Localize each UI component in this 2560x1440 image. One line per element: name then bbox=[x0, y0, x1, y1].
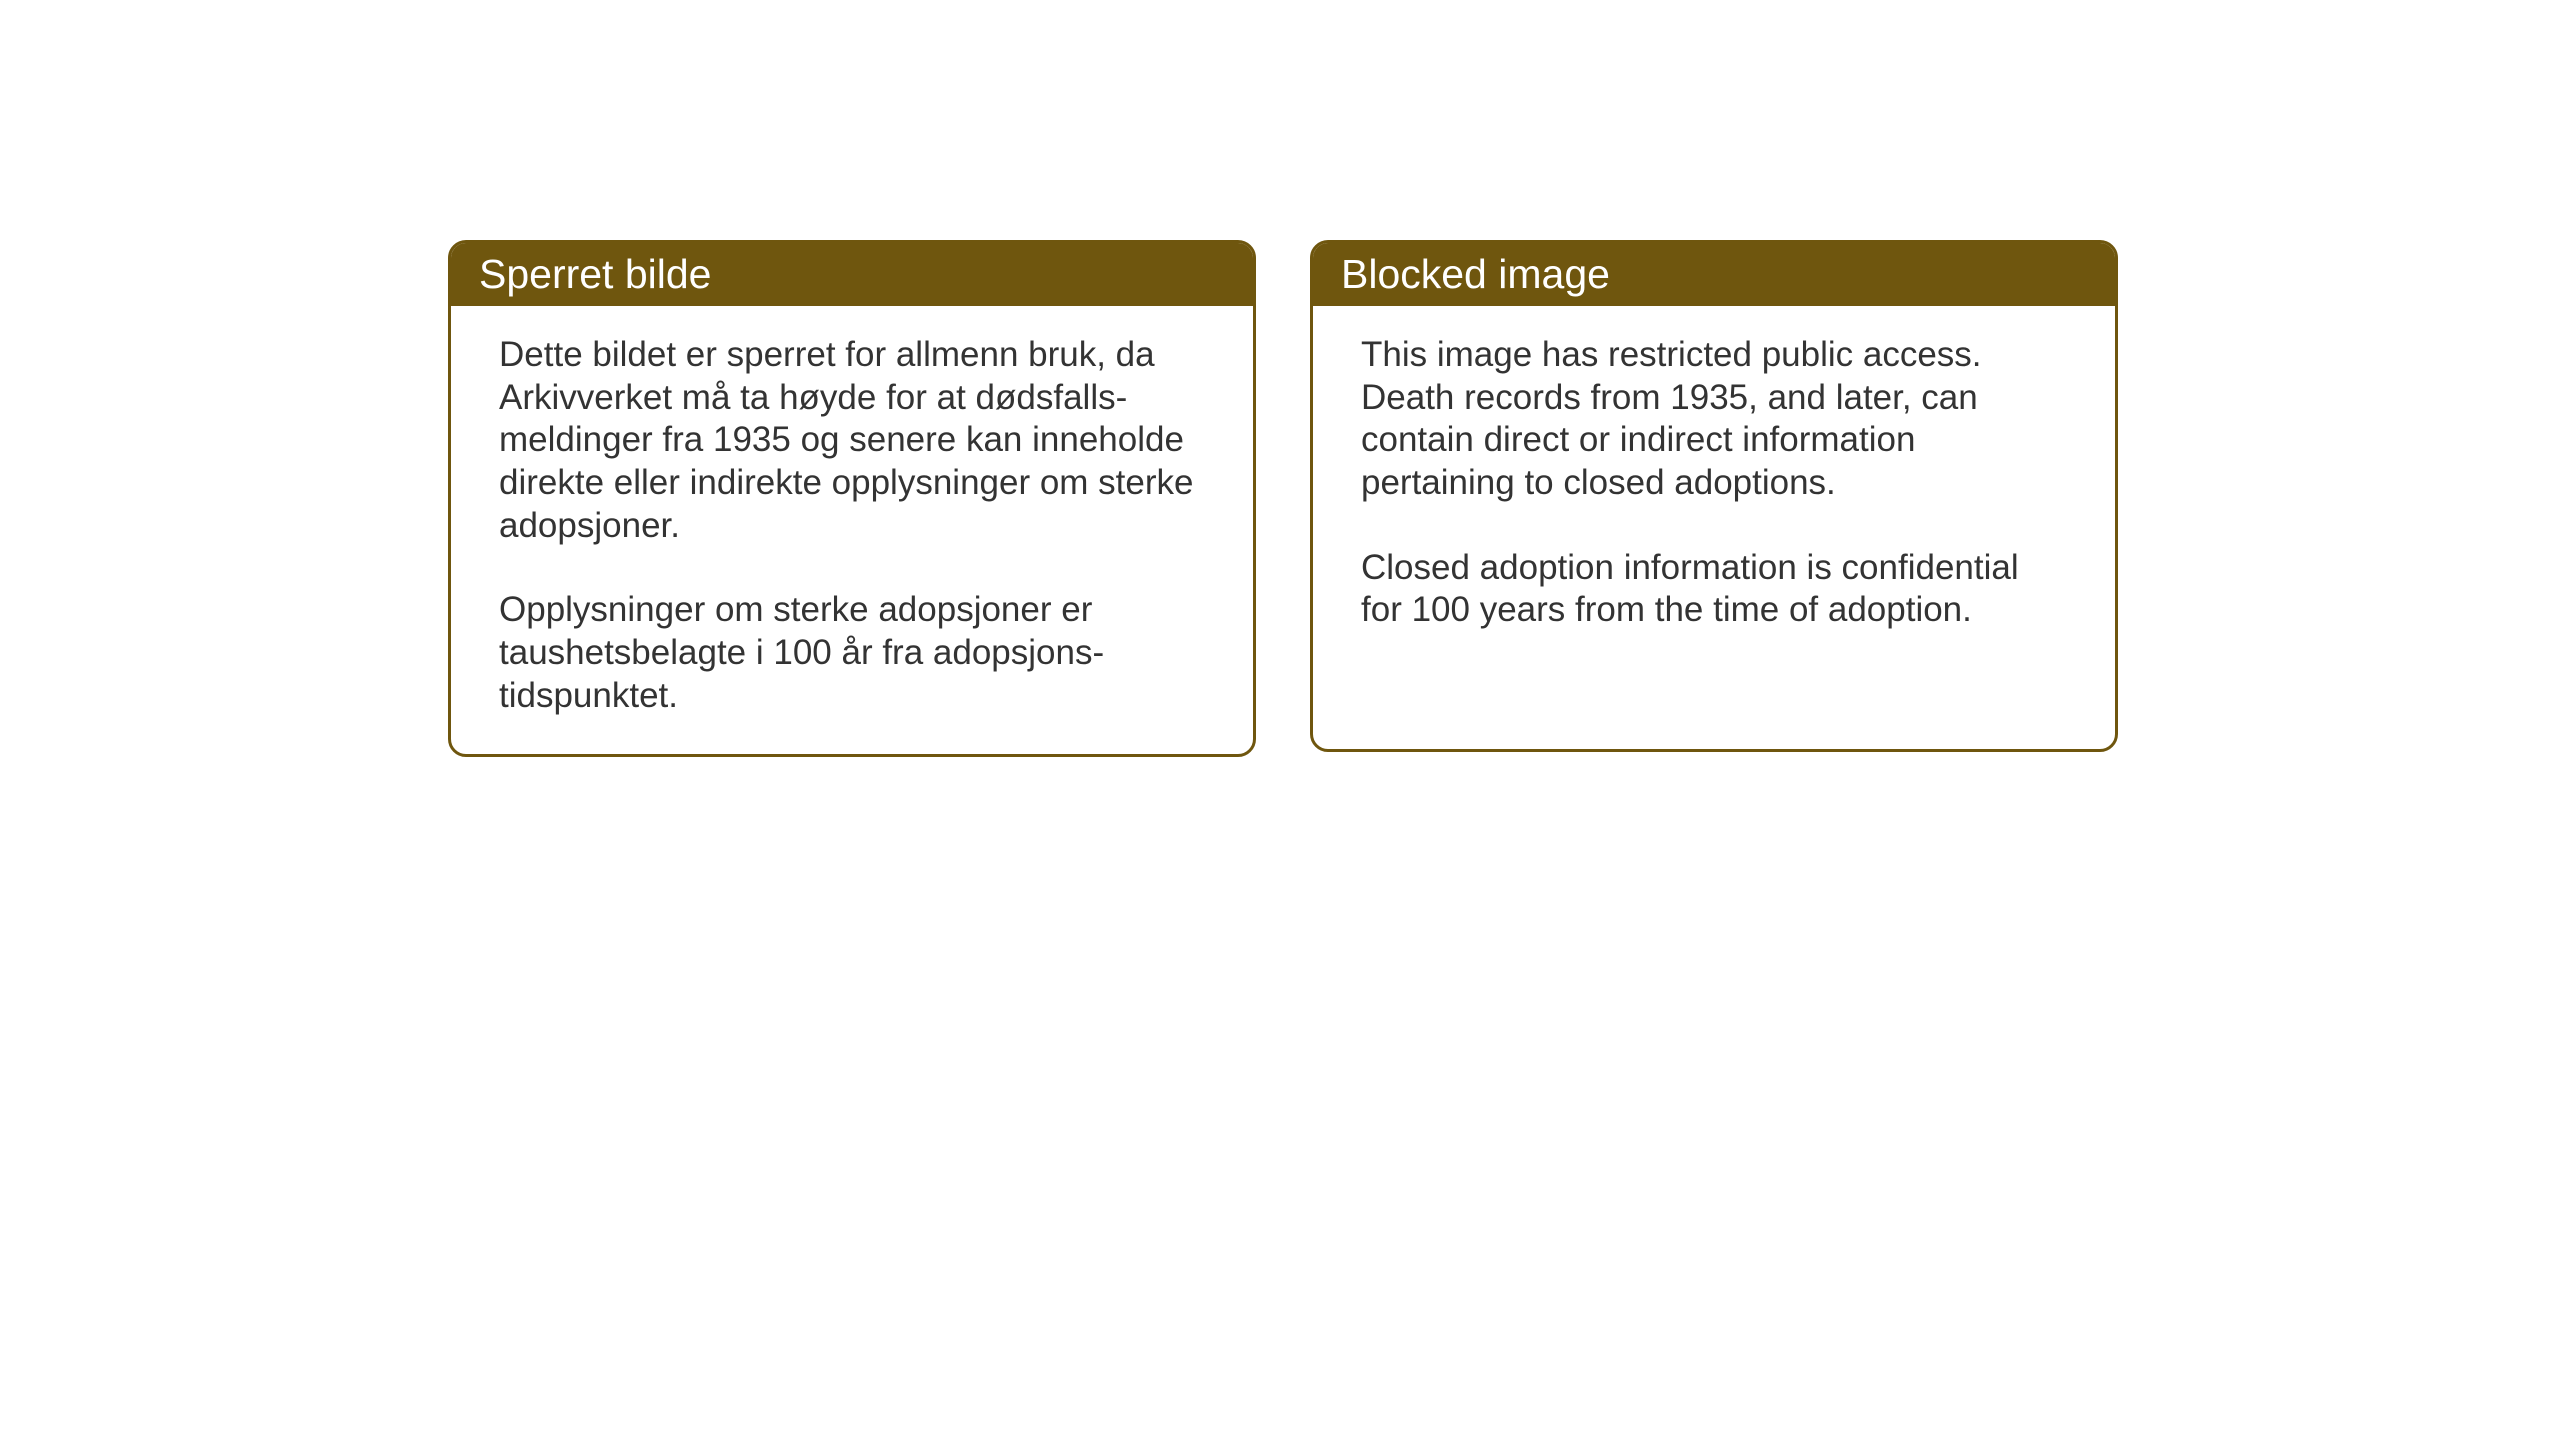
english-notice-body: This image has restricted public access.… bbox=[1313, 306, 2115, 668]
english-paragraph-1: This image has restricted public access.… bbox=[1361, 334, 2067, 505]
norwegian-notice-title: Sperret bilde bbox=[451, 243, 1253, 306]
english-paragraph-2: Closed adoption information is confident… bbox=[1361, 547, 2067, 632]
notice-container: Sperret bilde Dette bildet er sperret fo… bbox=[448, 240, 2118, 757]
english-notice-title: Blocked image bbox=[1313, 243, 2115, 306]
norwegian-notice-body: Dette bildet er sperret for allmenn bruk… bbox=[451, 306, 1253, 754]
norwegian-notice-box: Sperret bilde Dette bildet er sperret fo… bbox=[448, 240, 1256, 757]
norwegian-paragraph-1: Dette bildet er sperret for allmenn bruk… bbox=[499, 334, 1205, 547]
english-notice-box: Blocked image This image has restricted … bbox=[1310, 240, 2118, 752]
norwegian-paragraph-2: Opplysninger om sterke adopsjoner er tau… bbox=[499, 589, 1205, 717]
